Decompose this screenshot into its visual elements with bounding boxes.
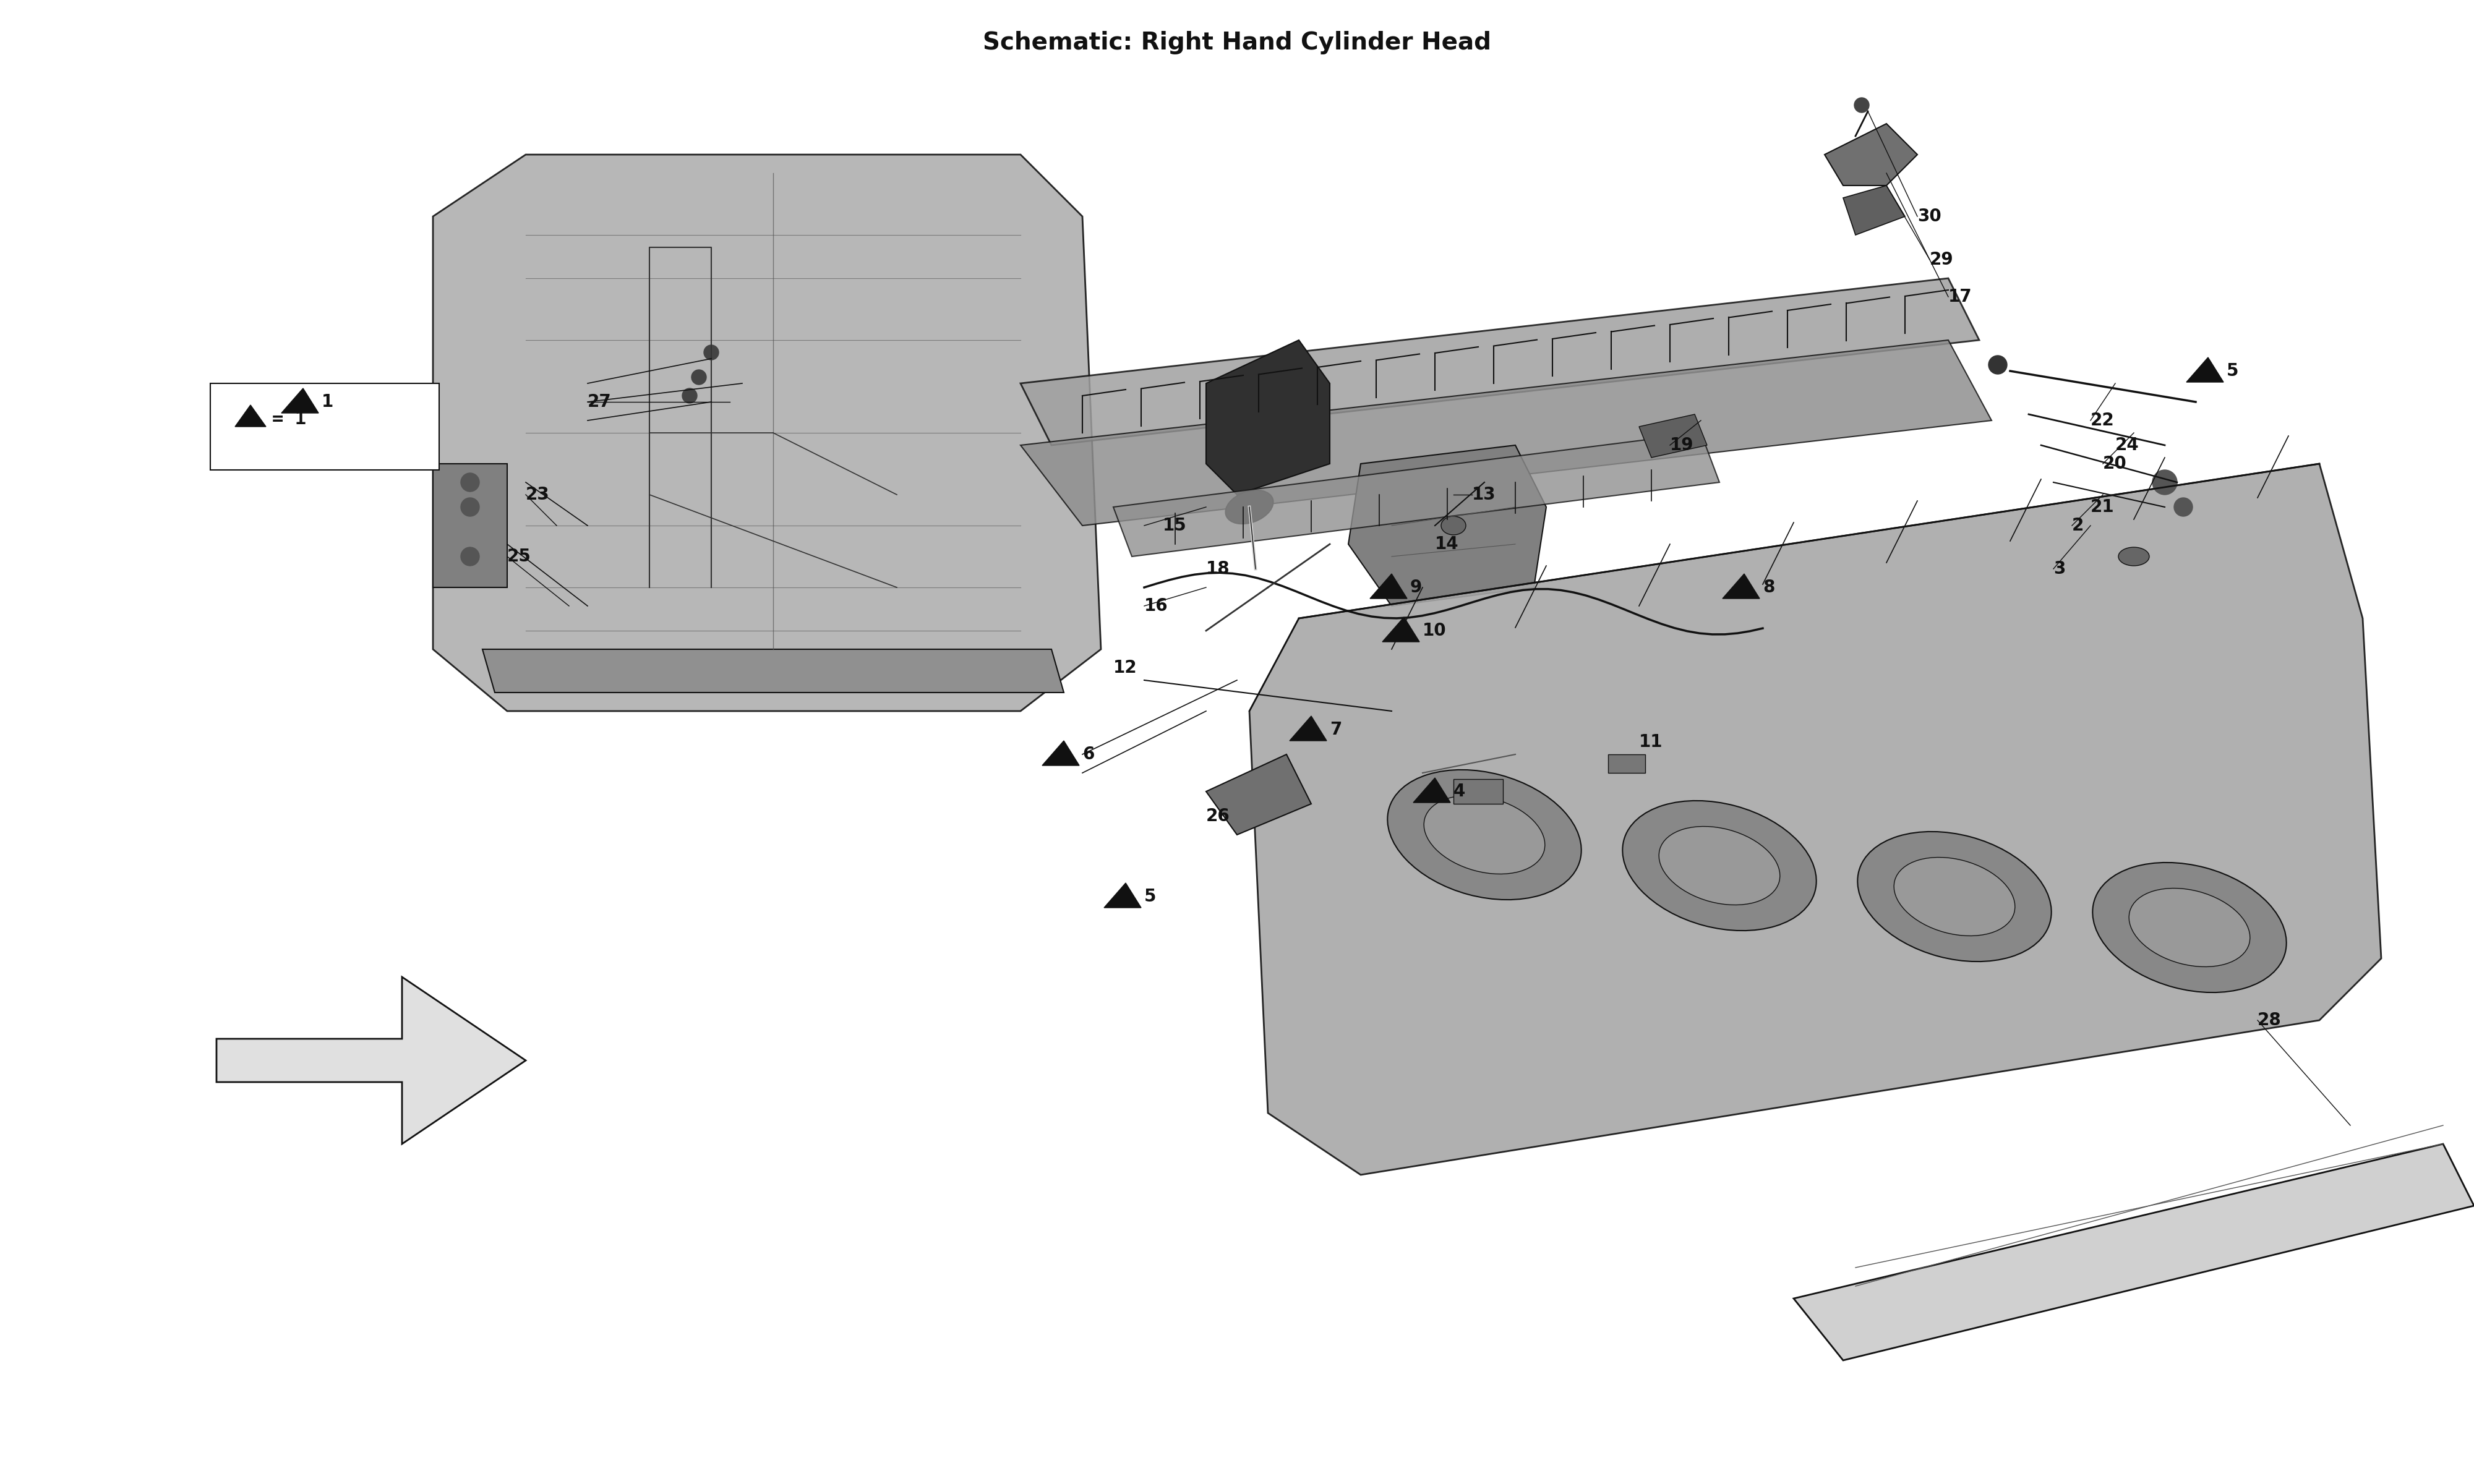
Polygon shape bbox=[2187, 358, 2224, 381]
Polygon shape bbox=[1638, 414, 1707, 457]
Text: 27: 27 bbox=[589, 393, 611, 411]
Circle shape bbox=[693, 370, 708, 384]
Circle shape bbox=[705, 344, 717, 359]
Text: 11: 11 bbox=[1638, 733, 1663, 751]
Text: Schematic: Right Hand Cylinder Head: Schematic: Right Hand Cylinder Head bbox=[982, 31, 1492, 55]
Text: 2: 2 bbox=[2073, 516, 2083, 534]
Ellipse shape bbox=[1623, 801, 1816, 930]
Text: 29: 29 bbox=[1930, 251, 1954, 269]
Text: 9: 9 bbox=[1410, 579, 1423, 597]
Text: 3: 3 bbox=[2053, 559, 2066, 577]
Polygon shape bbox=[1794, 1144, 2474, 1361]
Circle shape bbox=[683, 389, 698, 404]
Text: 28: 28 bbox=[2256, 1012, 2281, 1028]
Circle shape bbox=[460, 473, 480, 491]
Polygon shape bbox=[218, 976, 524, 1144]
Ellipse shape bbox=[1660, 827, 1779, 905]
Text: 6: 6 bbox=[1084, 745, 1094, 763]
Text: 10: 10 bbox=[1423, 622, 1447, 640]
Circle shape bbox=[1856, 98, 1870, 113]
Polygon shape bbox=[1413, 778, 1450, 803]
Polygon shape bbox=[1249, 463, 2380, 1175]
Text: 22: 22 bbox=[2091, 411, 2115, 429]
Text: 18: 18 bbox=[1207, 559, 1230, 577]
Bar bbox=[1455, 779, 1504, 804]
Polygon shape bbox=[482, 650, 1064, 693]
Polygon shape bbox=[1022, 279, 1979, 445]
Text: 8: 8 bbox=[1761, 579, 1774, 597]
Polygon shape bbox=[1207, 340, 1331, 494]
Ellipse shape bbox=[2130, 889, 2249, 966]
Text: 24: 24 bbox=[2115, 436, 2140, 454]
Text: 19: 19 bbox=[1670, 436, 1695, 454]
Text: = 1: = 1 bbox=[272, 410, 307, 427]
Ellipse shape bbox=[1388, 770, 1581, 899]
Text: 26: 26 bbox=[1207, 807, 1230, 825]
Ellipse shape bbox=[1425, 795, 1544, 874]
Text: 21: 21 bbox=[2091, 499, 2115, 515]
Text: 13: 13 bbox=[1472, 485, 1497, 503]
Circle shape bbox=[460, 548, 480, 565]
Text: 12: 12 bbox=[1113, 659, 1138, 677]
Circle shape bbox=[2175, 497, 2192, 516]
Text: 23: 23 bbox=[524, 485, 549, 503]
Ellipse shape bbox=[1858, 831, 2051, 962]
Text: 17: 17 bbox=[1950, 288, 1972, 306]
Polygon shape bbox=[1207, 754, 1311, 834]
Polygon shape bbox=[282, 389, 319, 413]
Ellipse shape bbox=[1225, 490, 1274, 524]
Polygon shape bbox=[1022, 340, 1992, 525]
Polygon shape bbox=[1103, 883, 1141, 908]
Polygon shape bbox=[1843, 186, 1905, 234]
Text: 15: 15 bbox=[1163, 516, 1188, 534]
Circle shape bbox=[460, 497, 480, 516]
Polygon shape bbox=[1348, 445, 1546, 605]
Polygon shape bbox=[1042, 741, 1079, 766]
Polygon shape bbox=[1113, 433, 1719, 556]
Polygon shape bbox=[433, 154, 1101, 711]
Ellipse shape bbox=[1440, 516, 1465, 534]
Polygon shape bbox=[1383, 617, 1420, 641]
Polygon shape bbox=[1826, 123, 1917, 186]
Ellipse shape bbox=[1895, 858, 2014, 936]
Text: 30: 30 bbox=[1917, 208, 1942, 226]
Polygon shape bbox=[235, 405, 267, 426]
Text: 25: 25 bbox=[507, 548, 532, 565]
Bar bbox=[1608, 754, 1645, 773]
Polygon shape bbox=[433, 463, 507, 588]
Ellipse shape bbox=[2093, 862, 2286, 993]
Text: 16: 16 bbox=[1143, 597, 1168, 614]
Polygon shape bbox=[1722, 574, 1759, 598]
Text: 5: 5 bbox=[1143, 887, 1155, 905]
Ellipse shape bbox=[2118, 548, 2150, 565]
Circle shape bbox=[2152, 470, 2177, 494]
Text: 7: 7 bbox=[1331, 721, 1341, 738]
Polygon shape bbox=[1371, 574, 1408, 598]
Text: 5: 5 bbox=[2227, 362, 2239, 380]
Text: 20: 20 bbox=[2103, 456, 2128, 472]
Text: 4: 4 bbox=[1455, 784, 1465, 800]
Polygon shape bbox=[1289, 715, 1326, 741]
Text: 1: 1 bbox=[322, 393, 334, 411]
FancyBboxPatch shape bbox=[210, 383, 440, 470]
Circle shape bbox=[1989, 356, 2006, 374]
Text: 14: 14 bbox=[1435, 536, 1460, 552]
